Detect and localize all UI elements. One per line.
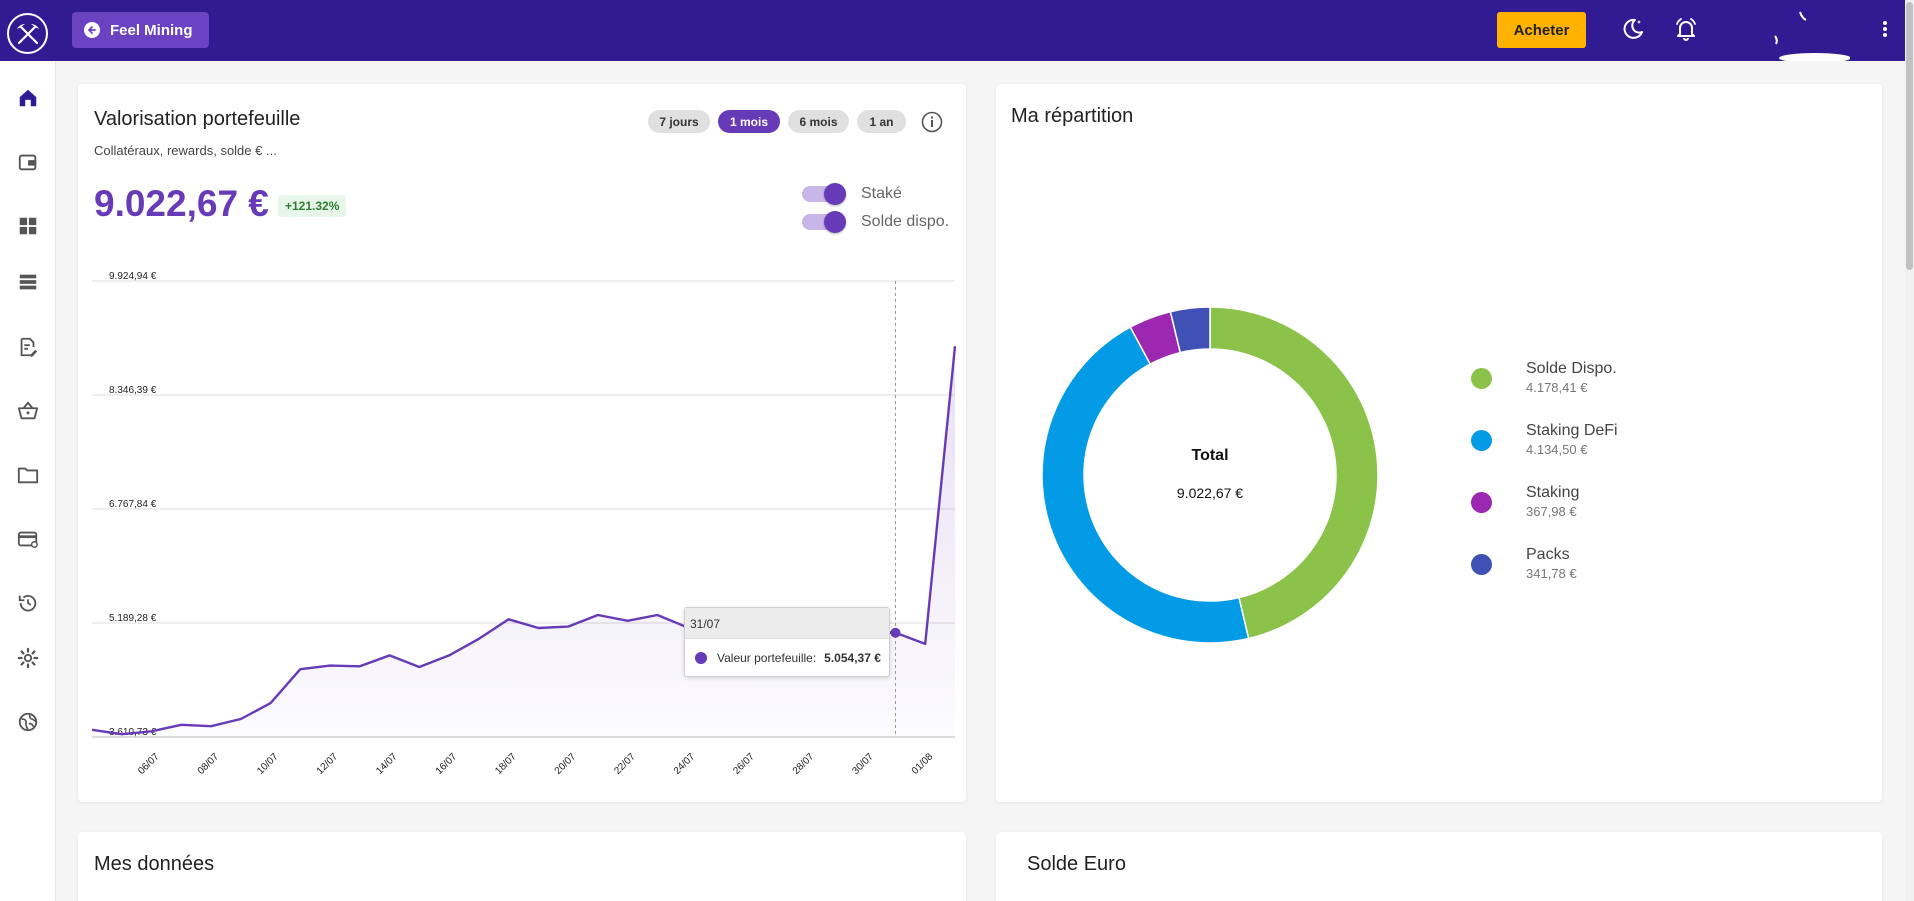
sidebar xyxy=(0,61,56,901)
basket-icon[interactable] xyxy=(15,398,41,424)
x-tick-label: 14/07 xyxy=(374,751,400,777)
notification-bell-icon[interactable] xyxy=(1673,16,1699,42)
x-tick-label: 18/07 xyxy=(493,751,519,777)
home-icon[interactable] xyxy=(15,85,41,111)
y-tick-label: 5.189,28 € xyxy=(109,613,157,624)
repartition-card xyxy=(996,84,1882,802)
legend-dot xyxy=(1471,554,1492,575)
legend-dot xyxy=(1471,430,1492,451)
x-tick-label: 16/07 xyxy=(434,751,460,777)
feel-mining-logo-icon[interactable] xyxy=(7,13,48,54)
x-tick-label: 22/07 xyxy=(612,751,638,777)
scrollbar-thumb[interactable] xyxy=(1906,2,1913,270)
toggle-available-label: Solde dispo. xyxy=(861,213,950,230)
dark-mode-icon[interactable] xyxy=(1620,16,1646,42)
info-icon[interactable] xyxy=(920,110,944,134)
folder-icon[interactable] xyxy=(15,462,41,488)
legend-value: 4.178,41 € xyxy=(1526,380,1588,395)
top-bar: Feel Mining Acheter xyxy=(0,0,1905,63)
my-data-title: Mes données xyxy=(94,853,215,875)
page-scrollbar[interactable] xyxy=(1905,0,1914,901)
back-button-label: Feel Mining xyxy=(110,21,193,39)
period-chip-6m[interactable]: 6 mois xyxy=(788,110,849,133)
x-tick-label: 12/07 xyxy=(315,751,341,777)
change-badge: +121.32% xyxy=(278,195,347,217)
donut-slice[interactable] xyxy=(1169,306,1211,354)
y-tick-label: 8.346,39 € xyxy=(109,385,157,396)
more-vertical-icon[interactable] xyxy=(1872,16,1898,42)
legend-name: Staking xyxy=(1526,484,1580,501)
wallet-icon[interactable] xyxy=(15,149,41,175)
legend-value: 4.134,50 € xyxy=(1526,442,1588,457)
x-tick-label: 24/07 xyxy=(672,751,698,777)
legend-dot xyxy=(1471,368,1492,389)
repartition-title: Ma répartition xyxy=(1011,105,1134,127)
repartition-donut xyxy=(1041,306,1379,644)
tooltip-series-label: Valeur portefeuille: xyxy=(717,651,817,665)
donut-total-value: 9.022,67 € xyxy=(1176,485,1244,501)
settings-icon[interactable] xyxy=(15,645,41,671)
storage-icon[interactable] xyxy=(15,269,41,295)
document-edit-icon[interactable] xyxy=(15,334,41,360)
y-tick-label: 6.767,84 € xyxy=(109,499,157,510)
back-button[interactable]: Feel Mining xyxy=(72,12,209,48)
card-icon[interactable] xyxy=(15,526,41,552)
tooltip-value: 5.054,37 € xyxy=(824,651,881,665)
legend-dot xyxy=(1471,492,1492,513)
euro-balance-title: Solde Euro xyxy=(1027,853,1126,875)
legend-name: Solde Dispo. xyxy=(1526,360,1617,377)
globe-icon[interactable] xyxy=(15,709,41,735)
period-chip-7d[interactable]: 7 jours xyxy=(648,110,710,133)
period-chip-1y[interactable]: 1 an xyxy=(857,110,906,133)
valuation-subtitle: Collatéraux, rewards, solde € ... xyxy=(94,143,277,158)
chart-tooltip: 31/07 Valeur portefeuille: 5.054,37 € xyxy=(684,607,890,677)
x-tick-label: 01/08 xyxy=(910,751,936,777)
toggle-available[interactable] xyxy=(802,211,846,233)
tooltip-date: 31/07 xyxy=(685,608,889,639)
dashboard-icon[interactable] xyxy=(15,213,41,239)
y-tick-label: 9.924,94 € xyxy=(109,271,157,282)
x-tick-label: 28/07 xyxy=(791,751,817,777)
x-tick-label: 08/07 xyxy=(196,751,222,777)
buy-button[interactable]: Acheter xyxy=(1497,12,1586,48)
valuation-title: Valorisation portefeuille xyxy=(94,108,301,130)
user-avatar[interactable] xyxy=(1770,6,1851,63)
legend-value: 341,78 € xyxy=(1526,566,1577,581)
legend-name: Staking DeFi xyxy=(1526,422,1618,439)
legend-name: Packs xyxy=(1526,546,1570,563)
portfolio-chart: 9.924,94 € 8.346,39 € 6.767,84 € 5.189,28 €… xyxy=(91,271,957,777)
x-tick-label: 26/07 xyxy=(731,751,757,777)
x-tick-label: 30/07 xyxy=(850,751,876,777)
history-icon[interactable] xyxy=(15,590,41,616)
donut-slice[interactable] xyxy=(1041,326,1250,644)
donut-slice[interactable] xyxy=(1209,306,1379,640)
x-tick-label: 06/07 xyxy=(136,751,162,777)
euro-balance-card xyxy=(996,832,1882,901)
tooltip-series-dot xyxy=(695,652,707,664)
toggle-stake-label: Staké xyxy=(861,185,902,202)
my-data-card xyxy=(78,832,966,901)
chart-area xyxy=(92,346,955,737)
arrow-left-icon xyxy=(84,22,100,38)
x-tick-label: 20/07 xyxy=(553,751,579,777)
period-chip-1m[interactable]: 1 mois xyxy=(718,110,780,133)
legend-value: 367,98 € xyxy=(1526,504,1577,519)
highlight-point xyxy=(890,627,901,638)
portfolio-value: 9.022,67 € xyxy=(94,183,269,224)
toggle-stake[interactable] xyxy=(802,183,846,205)
x-tick-label: 10/07 xyxy=(255,751,281,777)
donut-total-label: Total xyxy=(1191,447,1229,464)
